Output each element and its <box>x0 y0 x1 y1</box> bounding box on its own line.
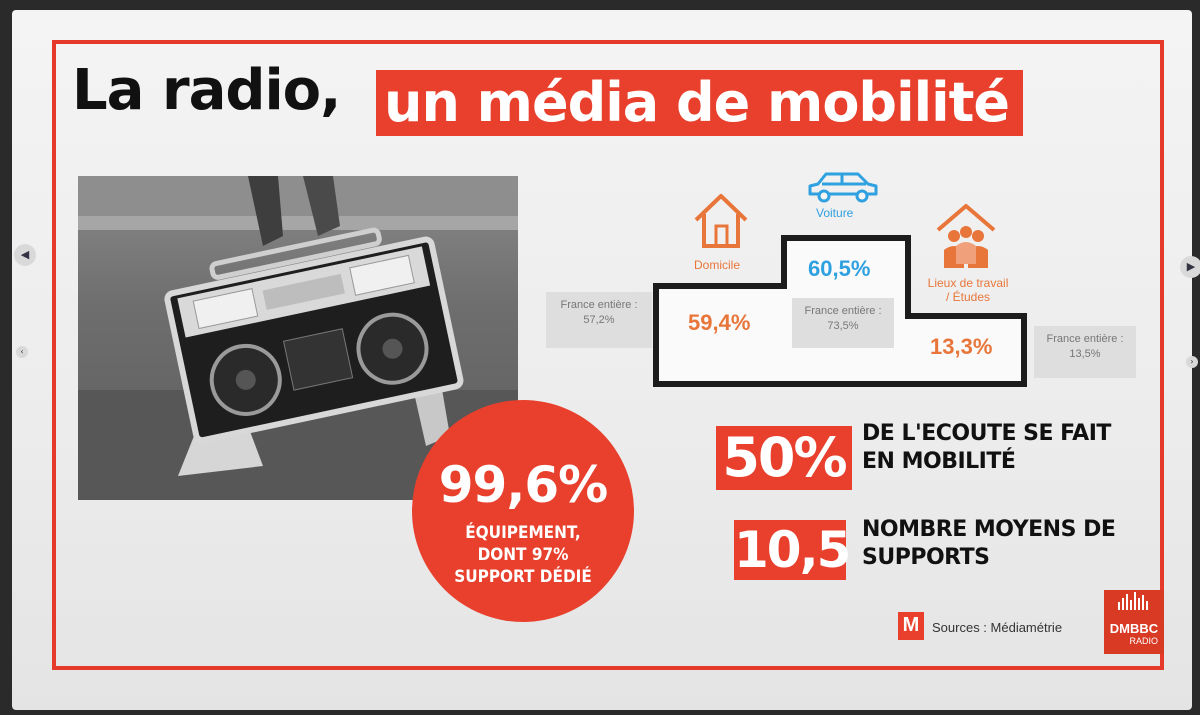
equipment-caption-line1: ÉQUIPEMENT, <box>465 523 581 543</box>
boombox-photo <box>78 176 518 500</box>
domicile-france-value: 57,2% <box>583 314 615 326</box>
voiture-value: 60,5% <box>808 256 871 281</box>
equipment-circle: 99,6% ÉQUIPEMENT, DONT 97% SUPPORT DÉDIÉ <box>412 400 634 622</box>
voiture-france-value: 73,5% <box>827 320 859 332</box>
travail-label-line1: Lieux de travail <box>927 276 1009 290</box>
slide-frame <box>52 40 1164 670</box>
next-slide-arrow-icon[interactable]: ▶ <box>1180 256 1200 278</box>
equipment-caption: ÉQUIPEMENT, DONT 97% SUPPORT DÉDIÉ <box>442 522 604 588</box>
travail-france-box: France entière : 13,5% <box>1034 326 1136 378</box>
voiture-france-box: France entière : 73,5% <box>792 298 894 348</box>
workplace-people-icon <box>936 204 996 268</box>
dmbbc-radio-logo: DMBBC RADIO <box>1104 590 1164 654</box>
stat-supports-text: NOMBRE MOYENS DE SUPPORTS <box>862 516 1116 572</box>
title-part-1: La radio, <box>72 58 341 123</box>
domicile-label: Domicile <box>694 258 741 272</box>
dmbbc-name: DMBBC <box>1109 621 1159 636</box>
equipment-value: 99,6% <box>438 456 608 514</box>
travail-value: 13,3% <box>930 334 993 359</box>
voiture-label: Voiture <box>816 206 854 220</box>
domicile-france-label: France entière : <box>560 299 638 311</box>
mediametrie-logo: M <box>898 612 924 640</box>
stat-mobility-line2: EN MOBILITÉ <box>862 449 1016 474</box>
travail-label: Lieux de travail / Études <box>918 276 1018 304</box>
prev-slide-small-icon[interactable]: ‹ <box>16 346 28 358</box>
car-icon <box>808 172 878 203</box>
equipment-caption-line3: SUPPORT DÉDIÉ <box>454 567 592 587</box>
stat-mobility-text: DE L'ECOUTE SE FAIT EN MOBILITÉ <box>862 420 1111 476</box>
stat-supports-line1: NOMBRE MOYENS DE <box>862 517 1116 542</box>
stat-mobility-value: 50% <box>716 426 852 490</box>
boombox-illustration <box>78 176 518 500</box>
next-slide-small-icon[interactable]: › <box>1186 356 1198 368</box>
stat-mobility-line1: DE L'ECOUTE SE FAIT <box>862 421 1111 446</box>
dmbbc-radio: RADIO <box>1129 636 1158 646</box>
house-icon <box>694 194 748 248</box>
sound-bars-icon <box>1118 592 1148 610</box>
stat-supports-line2: SUPPORTS <box>862 545 990 570</box>
travail-france-label: France entière : <box>1046 333 1124 345</box>
domicile-france-box: France entière : 57,2% <box>546 292 652 348</box>
equipment-caption-line2: DONT 97% <box>477 545 569 565</box>
travail-france-value: 13,5% <box>1069 348 1101 360</box>
domicile-value: 59,4% <box>688 310 751 335</box>
stat-supports-value: 10,5 <box>734 520 851 580</box>
sources-text: Sources : Médiamétrie <box>932 620 1063 635</box>
title-part-2-highlight: un média de mobilité <box>376 70 1024 136</box>
prev-slide-arrow-icon[interactable]: ◀ <box>14 244 36 266</box>
travail-label-line2: / Études <box>945 290 991 304</box>
voiture-france-label: France entière : <box>804 305 882 317</box>
